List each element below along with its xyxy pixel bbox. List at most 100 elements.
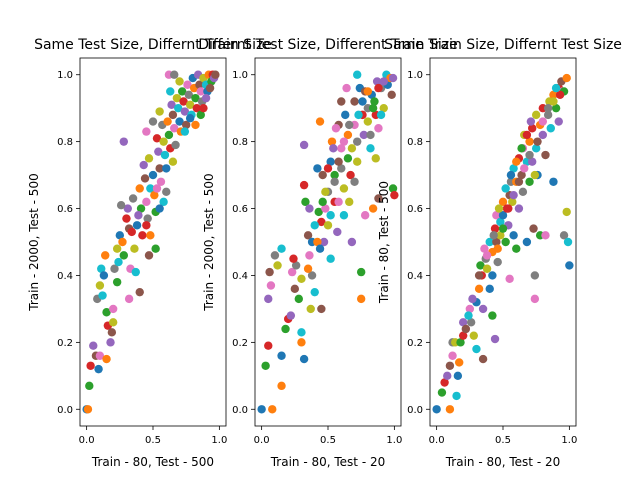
subplot-1-point (102, 354, 111, 364)
subplot-2-point (323, 221, 333, 230)
subplot-1-point (144, 251, 154, 260)
subplot-3-point (522, 130, 532, 140)
subplot-3-point (522, 237, 532, 247)
subplot-1-title: Same Test Size, Differnt Train Size (34, 37, 272, 53)
subplot-2-point (291, 261, 301, 270)
subplot-1-point (168, 110, 178, 120)
subplot-3-points (432, 73, 574, 414)
subplot-3-point (520, 164, 529, 173)
subplot-1-point (115, 231, 125, 240)
subplot-2-point (265, 267, 274, 277)
subplot-2-point (353, 70, 362, 79)
subplot-1-point (180, 127, 190, 136)
subplot-2-point (359, 130, 369, 140)
subplot-2-point (372, 77, 382, 86)
subplot-3-y-axis-label: Train - 80, Test - 500 (377, 181, 391, 304)
subplot-1-point (184, 90, 194, 100)
subplot-1-point (163, 117, 172, 126)
subplot-2-point (366, 144, 375, 153)
subplot-2-point (342, 83, 351, 93)
subplot-1-point (183, 80, 192, 89)
subplot-1-point (178, 87, 187, 96)
subplot-2-x-tick-label: 1.0 (386, 435, 402, 446)
subplot-2-point (356, 294, 366, 304)
subplot-2-point (315, 117, 325, 126)
subplot-2-point (321, 204, 330, 213)
subplot-2-point (257, 405, 266, 414)
subplot-2-point (331, 124, 341, 133)
subplot-2-point (287, 267, 297, 277)
subplot-3-point (468, 294, 477, 304)
subplot-3-point (476, 261, 485, 270)
subplot-2-point (345, 197, 354, 207)
subplot-3-y-tick-label: 0.8 (407, 137, 423, 148)
subplot-3-point (458, 318, 468, 327)
subplot-1-point (162, 164, 171, 173)
subplot-2-point (326, 157, 335, 166)
subplot-3-y-tick-label: 0.2 (407, 338, 423, 349)
subplot-3-point (493, 244, 502, 253)
subplot-1-point (164, 130, 174, 140)
subplot-3-point (469, 331, 478, 340)
subplot-3-point (464, 311, 473, 320)
subplot-2-x-tick-label: 0.5 (320, 435, 336, 446)
subplot-2-point (303, 264, 313, 273)
subplot-1-y-tick-label: 0.2 (57, 338, 73, 349)
subplot-2-point (353, 157, 362, 166)
subplot-3-point (445, 361, 455, 370)
subplot-2-point (339, 137, 349, 146)
subplot-3-point (432, 405, 441, 414)
subplot-2-point (374, 83, 383, 93)
subplot-2-point (350, 97, 359, 106)
subplot-3-point (443, 371, 452, 381)
subplot-3-y-tick-label: 0.4 (407, 271, 423, 282)
subplot-1-y-tick-label: 0.4 (57, 271, 73, 282)
subplot-2-point (387, 90, 396, 100)
subplot-2-point (330, 170, 339, 180)
subplot-2-y-axis-label: Train - 2000, Test - 500 (202, 173, 216, 311)
subplot-3-point (498, 197, 508, 207)
subplot-1-point (119, 137, 128, 146)
subplot-1-point (143, 214, 152, 223)
subplot-2-point (343, 154, 353, 163)
subplot-1-point (122, 214, 131, 223)
subplot-1-point (102, 308, 111, 317)
subplot-1-point (97, 264, 106, 273)
subplot-2-point (264, 294, 273, 304)
subplot-3-point (456, 338, 465, 347)
subplot-3-point (549, 177, 558, 186)
subplot-2-point (266, 281, 276, 290)
subplot-3-point (530, 170, 540, 180)
subplot-2-point (337, 97, 346, 106)
subplot-2-y-tick-label: 1.0 (232, 70, 248, 81)
subplot-3-point (538, 130, 548, 140)
subplot-3-point (514, 177, 524, 186)
subplot-2-y-tick-label: 0.4 (232, 271, 248, 282)
subplot-1-point (180, 107, 190, 116)
subplot-2-point (301, 197, 310, 207)
subplot-2-point (277, 381, 286, 391)
subplot-1-point (199, 103, 208, 113)
subplot-2-point (353, 137, 362, 146)
subplot-2-point (321, 187, 330, 197)
subplot-3-point (455, 358, 464, 367)
subplot-2-y-tick-label: 0.8 (232, 137, 248, 148)
subplot-3-point (551, 83, 561, 93)
subplot-3-point (485, 237, 494, 247)
subplot-1-point (83, 405, 93, 414)
subplot-3-point (531, 110, 541, 120)
subplot-1-point (211, 70, 220, 79)
subplot-3-point (493, 257, 502, 267)
subplot-3-point (525, 177, 534, 186)
subplot-1-point (205, 83, 215, 93)
subplot-2: Train - 80, Test - 20 Train - 2000, Test… (198, 37, 458, 469)
subplot-3-point (496, 217, 505, 227)
subplot-1-point (112, 277, 122, 287)
subplot-3-point (489, 231, 498, 240)
subplot-1-point (156, 177, 166, 186)
subplot-3-x-tick-label: 0.0 (429, 435, 445, 446)
subplot-2-point (277, 351, 286, 360)
subplot-1-y-tick-label: 0.6 (57, 204, 73, 215)
subplot-3-point (531, 144, 541, 153)
subplot-1-point (134, 211, 143, 220)
